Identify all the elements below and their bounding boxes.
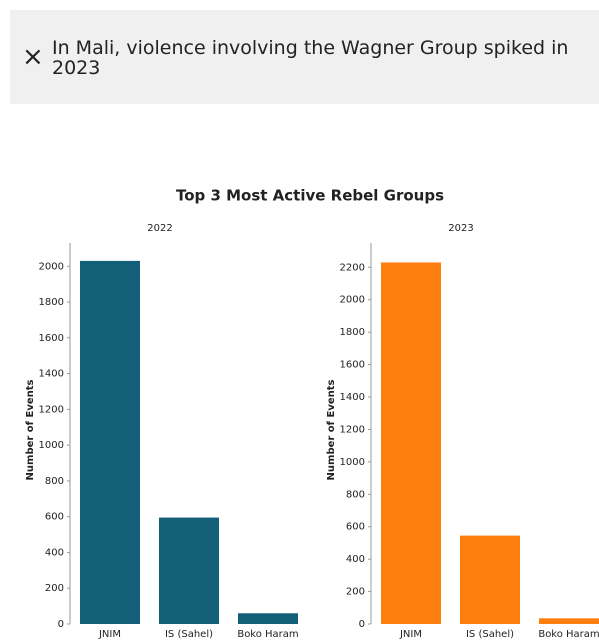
y-tick-label: 200 [346,587,365,598]
x-tick-label: IS (Sahel) [466,629,514,640]
bar [381,262,441,624]
x-tick-label: Boko Haram [237,629,298,640]
y-tick-label: 1800 [340,327,365,338]
y-tick-label: 2000 [39,261,64,272]
y-tick-label: 400 [346,554,365,565]
x-tick-label: JNIM [399,629,422,640]
x-tick-label: JNIM [98,629,121,640]
y-tick-label: 2200 [340,262,365,273]
y-tick-label: 800 [346,489,365,500]
y-tick-label: 1000 [340,457,365,468]
y-tick-label: 400 [45,547,64,558]
bar [238,613,298,624]
x-tick-label: IS (Sahel) [165,629,213,640]
y-tick-label: 1000 [39,440,64,451]
banner-text: In Mali, violence involving the Wagner G… [52,37,569,79]
chart-title: Top 3 Most Active Rebel Groups [176,187,444,205]
y-tick-label: 600 [346,522,365,533]
y-tick-label: 200 [45,583,64,594]
subplot-title: 2022 [147,223,172,234]
banner: × In Mali, violence involving the Wagner… [10,10,599,104]
subplot-title: 2023 [448,223,473,234]
y-tick-label: 0 [359,619,365,630]
y-axis-label: Number of Events [326,379,337,480]
y-tick-label: 1200 [39,404,64,415]
y-tick-label: 600 [45,512,64,523]
bar [460,535,520,624]
y-tick-label: 0 [58,619,64,630]
close-icon[interactable]: × [22,42,44,72]
y-tick-label: 2000 [340,295,365,306]
y-tick-label: 800 [45,476,64,487]
y-tick-label: 1400 [39,369,64,380]
y-tick-label: 1800 [39,297,64,308]
y-axis-label: Number of Events [25,379,36,480]
y-tick-label: 1200 [340,424,365,435]
bar [539,618,599,624]
y-tick-label: 1400 [340,392,365,403]
bar [159,517,219,624]
x-tick-label: Boko Haram [538,629,599,640]
y-tick-label: 1600 [340,360,365,371]
bar [80,260,140,624]
y-tick-label: 1600 [39,333,64,344]
